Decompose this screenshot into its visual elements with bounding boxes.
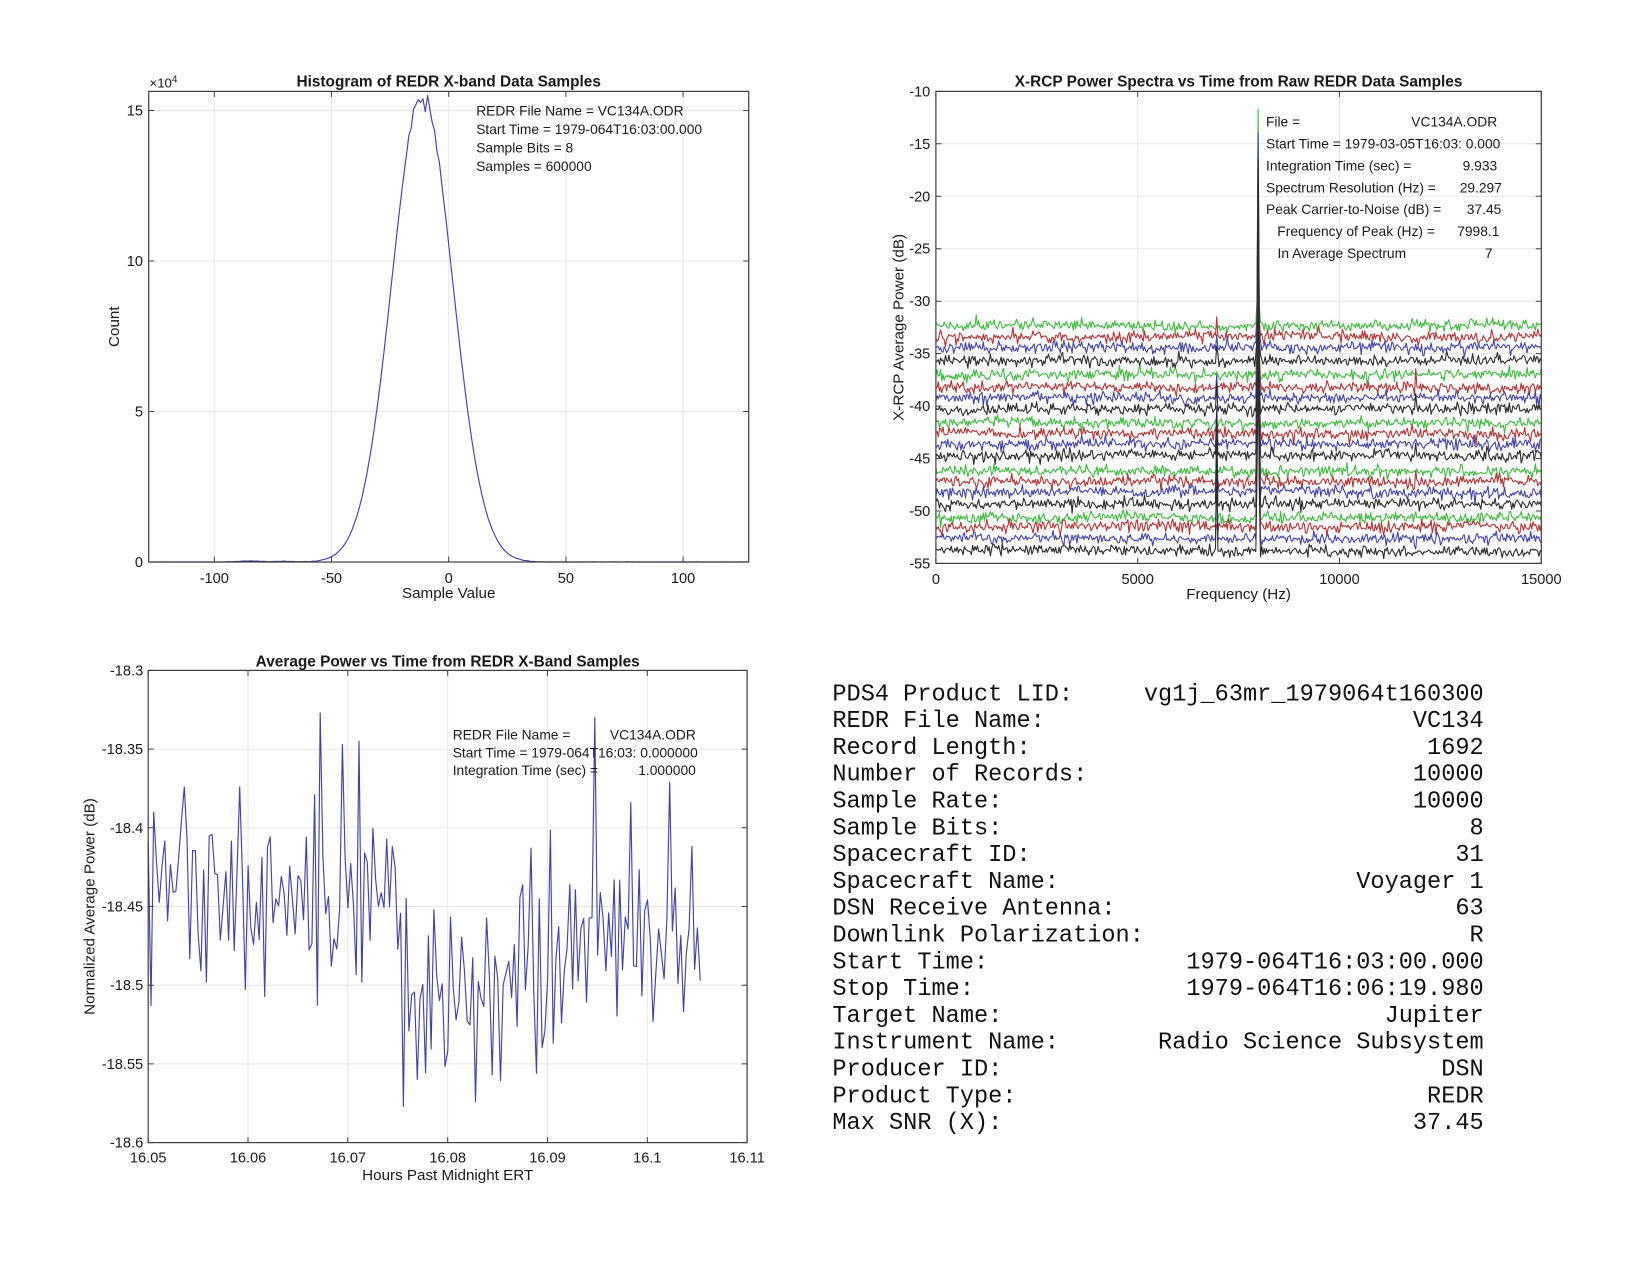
svg-text:-18.45: -18.45	[102, 900, 143, 916]
svg-text:Target Name:: Target Name: Jupiter	[832, 1003, 1483, 1030]
svg-text:16.07: 16.07	[330, 1150, 367, 1166]
svg-text:-100: -100	[200, 571, 229, 587]
svg-text:10: 10	[127, 254, 143, 270]
svg-text:VC134A.ODR: VC134A.ODR	[610, 728, 696, 743]
svg-text:Frequency of Peak (Hz) =: Frequency of Peak (Hz) =	[1277, 224, 1435, 239]
svg-text:Hours Past Midnight ERT: Hours Past Midnight ERT	[362, 1167, 533, 1184]
svg-text:-10: -10	[909, 84, 930, 100]
svg-text:Histogram of REDR X-band Data: Histogram of REDR X-band Data Samples	[296, 73, 600, 90]
svg-text:-20: -20	[909, 189, 930, 205]
svg-text:Product Type:: Product Type: REDR	[832, 1083, 1483, 1110]
svg-text:In Average Spectrum: In Average Spectrum	[1278, 246, 1407, 261]
svg-text:5000: 5000	[1121, 572, 1153, 588]
svg-text:Sample Rate:: Sample Rate: 10000	[832, 789, 1483, 816]
svg-text:Normalized Average Power (dB): Normalized Average Power (dB)	[82, 798, 99, 1015]
svg-text:Sample Value: Sample Value	[402, 585, 495, 602]
svg-text:X-RCP Average Power (dB): X-RCP Average Power (dB)	[891, 234, 908, 421]
svg-text:50: 50	[558, 571, 574, 587]
svg-text:15: 15	[127, 104, 143, 120]
svg-text:7998.1: 7998.1	[1457, 224, 1499, 239]
svg-text:Average Power vs Time from RED: Average Power vs Time from REDR X-Band S…	[256, 653, 640, 670]
svg-text:REDR File Name:: REDR File Name: VC134	[832, 708, 1483, 735]
svg-text:X-RCP Power Spectra vs Time fr: X-RCP Power Spectra vs Time from Raw RED…	[1015, 73, 1463, 90]
svg-text:DSN Receive Antenna:: DSN Receive Antenna: 63	[832, 896, 1483, 923]
svg-text:REDR File Name =: REDR File Name =	[453, 728, 571, 743]
svg-text:16.09: 16.09	[529, 1150, 566, 1166]
svg-text:Frequency (Hz): Frequency (Hz)	[1186, 586, 1291, 603]
svg-text:16.06: 16.06	[230, 1150, 267, 1166]
svg-text:-18.35: -18.35	[102, 742, 143, 758]
svg-text:Producer ID:: Producer ID: DSN	[832, 1057, 1483, 1084]
svg-text:37.45: 37.45	[1467, 202, 1502, 217]
svg-text:-18.6: -18.6	[110, 1136, 143, 1152]
svg-text:PDS4 Product LID: vg1j_63m: PDS4 Product LID: vg1j_63mr_1979064t1603…	[832, 681, 1483, 708]
svg-text:Instrument Name: Radio S: Instrument Name: Radio Science Subsystem	[832, 1030, 1483, 1057]
svg-text:16.1: 16.1	[633, 1150, 661, 1166]
svg-text:-50: -50	[321, 571, 342, 587]
svg-text:1.000000: 1.000000	[638, 763, 696, 778]
svg-text:Integration Time (sec) =: Integration Time (sec) =	[1266, 158, 1411, 173]
svg-text:0: 0	[445, 571, 453, 587]
svg-text:-55: -55	[909, 556, 930, 572]
svg-text:5: 5	[135, 405, 143, 421]
svg-text:-15: -15	[909, 137, 930, 153]
svg-text:-25: -25	[909, 242, 930, 258]
svg-text:-30: -30	[909, 294, 930, 310]
svg-text:0: 0	[932, 572, 940, 588]
svg-text:9.933: 9.933	[1463, 158, 1498, 173]
svg-text:Start Time: 1979-: Start Time: 1979-064T16:03:00.000	[832, 949, 1483, 976]
svg-text:Peak Carrier-to-Noise (dB) =: Peak Carrier-to-Noise (dB) =	[1266, 202, 1441, 217]
svg-text:Count: Count	[106, 306, 123, 347]
svg-text:10000: 10000	[1319, 572, 1360, 588]
svg-text:Start Time = 1979-064T16:03:00: Start Time = 1979-064T16:03:00.000	[476, 122, 702, 137]
svg-text:-40: -40	[909, 399, 930, 415]
svg-text:Spectrum Resolution (Hz) =: Spectrum Resolution (Hz) =	[1266, 180, 1436, 195]
svg-text:0: 0	[135, 555, 143, 571]
svg-text:Spacecraft Name:: Spacecraft Name: Voyager 1	[832, 869, 1483, 896]
svg-text:29.297: 29.297	[1460, 180, 1502, 195]
svg-text:-18.5: -18.5	[110, 978, 143, 994]
svg-text:15000: 15000	[1521, 572, 1562, 588]
svg-text:16.11: 16.11	[729, 1150, 764, 1166]
svg-text:Start Time = 1979-03-05T16:03:: Start Time = 1979-03-05T16:03: 0.000	[1266, 137, 1501, 152]
svg-text:Number of Records:: Number of Records: 10000	[832, 762, 1483, 789]
svg-text:-18.55: -18.55	[102, 1057, 143, 1073]
svg-text:-18.3: -18.3	[110, 663, 143, 679]
svg-text:VC134A.ODR: VC134A.ODR	[1411, 115, 1497, 130]
svg-text:-18.4: -18.4	[110, 821, 143, 837]
svg-text:REDR File Name = VC134A.ODR: REDR File Name = VC134A.ODR	[476, 104, 683, 119]
svg-text:File =: File =	[1266, 115, 1300, 130]
svg-text:Spacecraft ID:: Spacecraft ID: 31	[832, 842, 1483, 869]
svg-text:Stop Time: 1979-: Stop Time: 1979-064T16:06:19.980	[832, 976, 1483, 1003]
svg-text:-45: -45	[909, 452, 930, 468]
svg-text:-35: -35	[909, 347, 930, 363]
svg-text:16.08: 16.08	[429, 1150, 466, 1166]
svg-text:16.05: 16.05	[130, 1150, 167, 1166]
svg-text:Samples = 600000: Samples = 600000	[476, 159, 592, 174]
svg-text:Sample Bits = 8: Sample Bits = 8	[476, 141, 573, 156]
svg-text:Integration Time (sec) =: Integration Time (sec) =	[453, 763, 598, 778]
svg-text:Downlink Polarization:: Downlink Polarization: R	[832, 923, 1483, 950]
svg-text:Start Time = 1979-064T16:03: 0: Start Time = 1979-064T16:03: 0.000000	[453, 745, 698, 760]
svg-text:100: 100	[671, 571, 695, 587]
svg-text:Max SNR (X):: Max SNR (X): 37.45	[832, 1110, 1483, 1137]
svg-text:-50: -50	[909, 504, 930, 520]
svg-text:×104: ×104	[150, 75, 178, 91]
svg-text:7: 7	[1485, 246, 1493, 261]
svg-text:Record Length:: Record Length: 1692	[832, 735, 1483, 762]
svg-text:Sample Bits:: Sample Bits: 8	[832, 815, 1483, 842]
